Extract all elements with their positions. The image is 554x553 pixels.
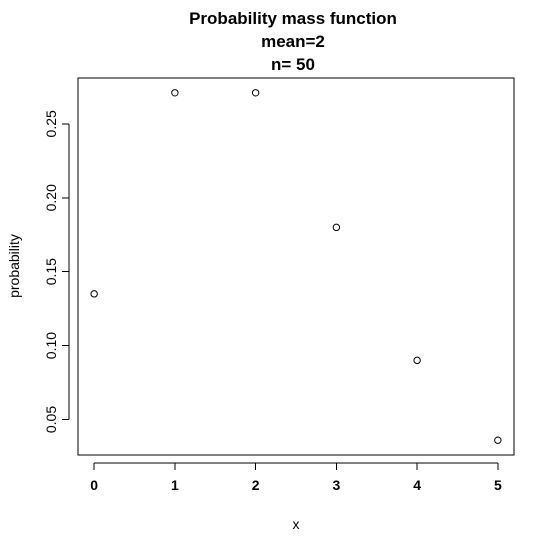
y-tick-label: 0.25 — [43, 110, 59, 137]
y-tick-label: 0.20 — [43, 184, 59, 211]
x-axis: 0 1 2 3 4 5 — [90, 462, 502, 493]
data-point — [90, 290, 98, 298]
x-axis-label: x — [293, 516, 300, 532]
chart-title-line-2: mean=2 — [261, 32, 325, 51]
chart-title: Probability mass function mean=2 n= 50 — [189, 9, 397, 74]
x-tick-label: 2 — [252, 477, 260, 493]
y-axis: 0.05 0.10 0.15 0.20 0.25 — [43, 110, 70, 433]
data-point — [413, 356, 421, 365]
chart-title-line-1: Probability mass function — [189, 9, 397, 28]
x-tick-label: 0 — [90, 477, 98, 493]
data-point — [251, 89, 260, 97]
y-tick-label: 0.10 — [43, 332, 59, 359]
x-tick-label: 5 — [494, 477, 502, 493]
chart-title-line-3: n= 50 — [271, 55, 315, 74]
plot-area-border — [77, 77, 515, 456]
x-tick-label: 3 — [332, 477, 340, 493]
y-tick-label: 0.05 — [43, 406, 59, 433]
data-point — [494, 436, 502, 444]
data-point — [332, 223, 341, 232]
x-tick-label: 1 — [171, 477, 179, 493]
data-point — [171, 89, 179, 97]
data-points — [90, 89, 502, 444]
y-axis-label: probability — [6, 234, 22, 298]
x-tick-label: 4 — [413, 477, 421, 493]
y-tick-label: 0.15 — [43, 258, 59, 285]
